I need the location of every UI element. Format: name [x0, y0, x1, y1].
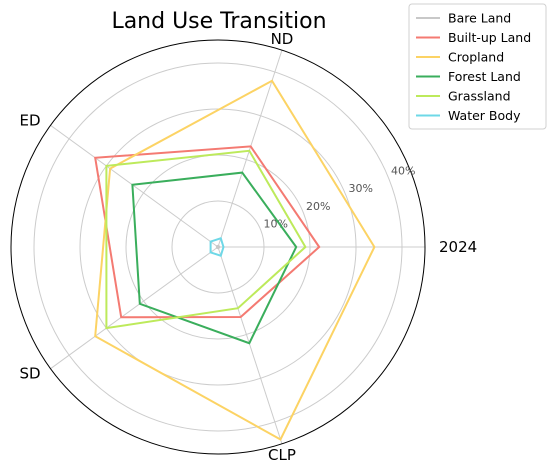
legend-label-built-up-land: Built-up Land: [448, 30, 531, 45]
spoke-5: [217, 246, 283, 445]
outer-frame: [10, 39, 426, 455]
series-cropland: [94, 79, 376, 441]
axis-label-nd: ND: [271, 30, 294, 48]
series-bare-land: [215, 244, 221, 250]
legend: Bare Land Built-up Land Cropland Forest Lan…: [408, 3, 547, 130]
chart-title: Land Use Transition: [111, 9, 326, 34]
spoke-2: [217, 49, 283, 248]
radial-tick-label: 20%: [306, 200, 330, 213]
series-water-body: [209, 237, 225, 257]
legend-label-water-body: Water Body: [448, 108, 521, 123]
legend-label-grassland: Grassland: [448, 89, 511, 104]
series-grassland: [105, 149, 307, 330]
spoke-3: [50, 124, 219, 248]
radial-tick-label: 30%: [348, 182, 372, 195]
legend-label-cropland: Cropland: [448, 50, 504, 65]
legend-label-bare-land: Bare Land: [448, 11, 511, 26]
axis-label-2024: 2024: [439, 238, 477, 256]
series-forest-land: [131, 171, 298, 345]
axis-label-clp: CLP: [268, 446, 296, 464]
spoke-4: [50, 246, 219, 370]
axis-label-ed: ED: [20, 111, 41, 129]
series-built-up-land: [94, 145, 321, 319]
axis-label-sd: SD: [19, 365, 40, 383]
legend-label-forest-land: Forest Land: [448, 69, 521, 84]
legend-box: [408, 3, 547, 130]
radial-tick-label: 40%: [391, 165, 415, 178]
